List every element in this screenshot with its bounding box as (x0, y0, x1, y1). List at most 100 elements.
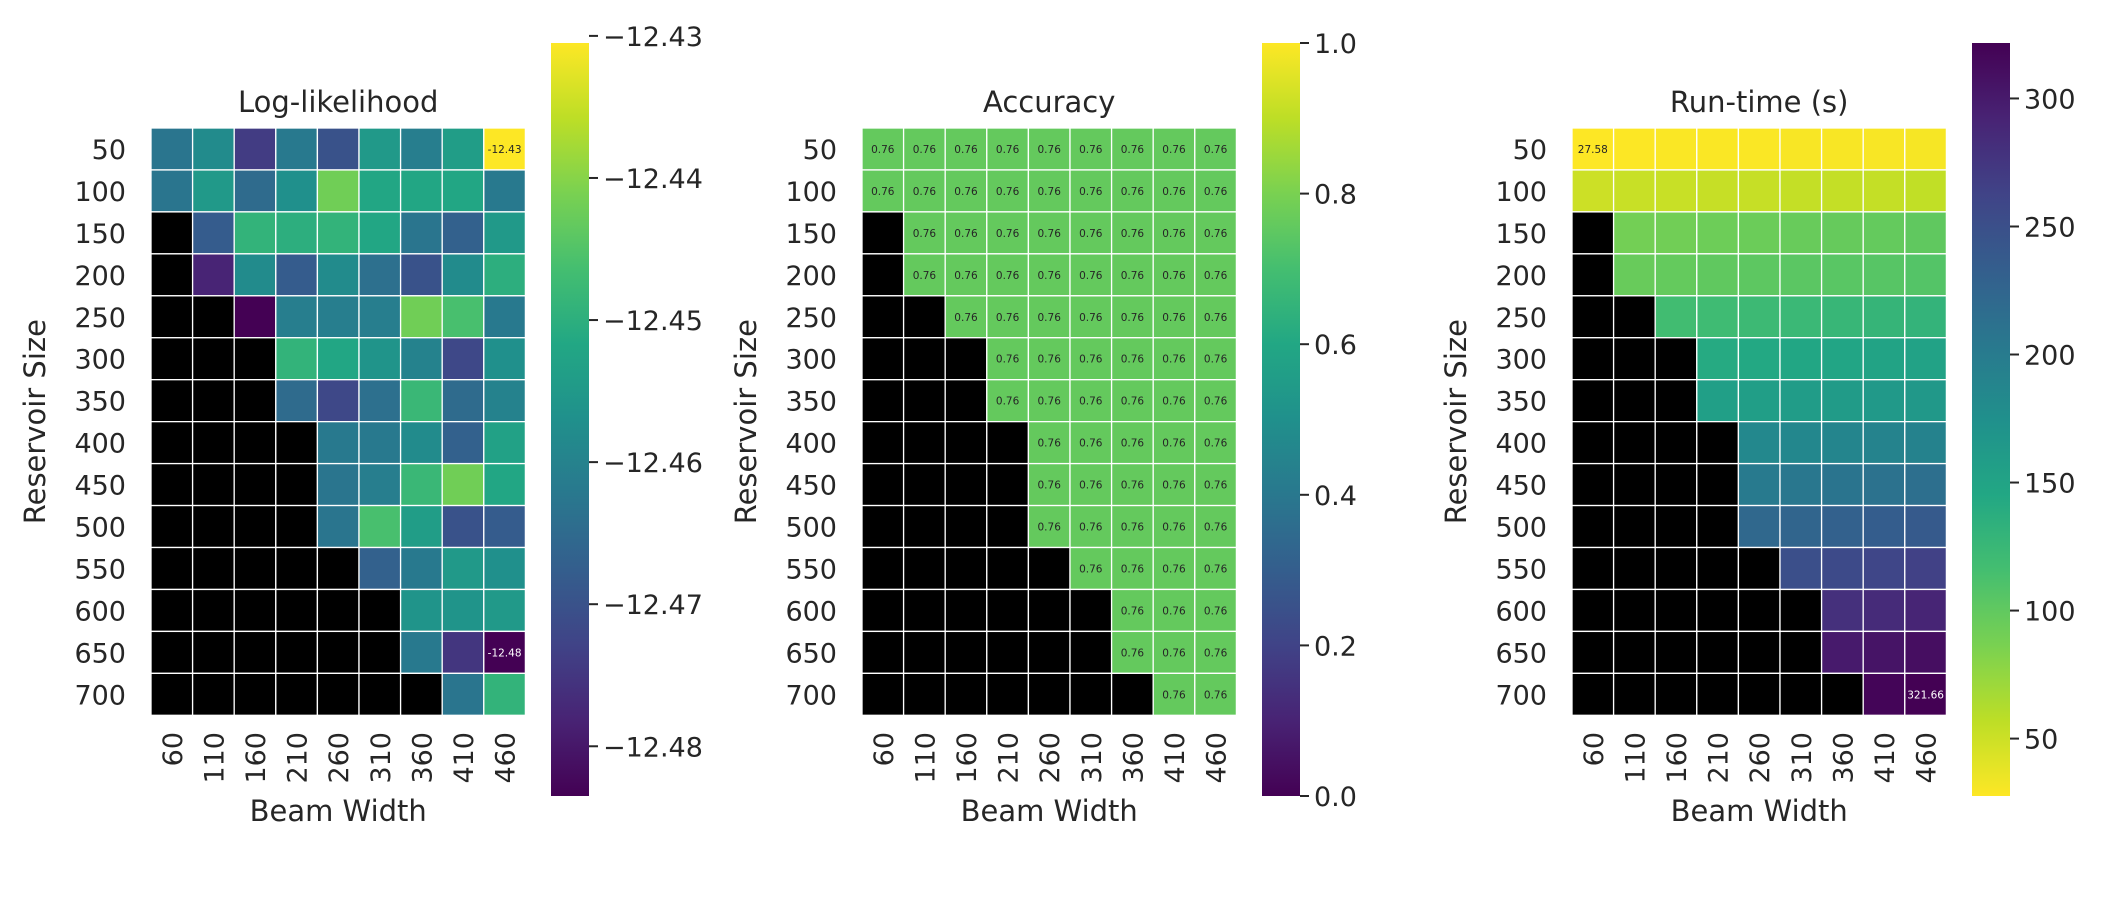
heatmap-cell (861, 337, 905, 381)
x-axis-label: Beam Width (1671, 794, 1848, 828)
heatmap-cell (1612, 253, 1656, 297)
heatmap-cell (944, 504, 988, 549)
heatmap-cell (1862, 504, 1906, 549)
x-tick-label: 110 (199, 732, 230, 784)
heatmap-cell (316, 420, 360, 465)
x-axis-label: Beam Width (961, 794, 1138, 828)
heatmap-cell (150, 211, 194, 255)
heatmap-cell (233, 211, 277, 255)
cell-label: 0.76 (1121, 228, 1145, 240)
heatmap-cell (150, 420, 194, 465)
heatmap-cell (191, 379, 235, 423)
heatmap-cell (441, 504, 485, 549)
heatmap-cell (1654, 630, 1698, 675)
heatmap-cell (233, 127, 277, 171)
x-tick-label: 210 (283, 732, 314, 784)
heatmap-cell (1904, 630, 1948, 675)
heatmap-cell (191, 546, 235, 591)
heatmap-cell (1696, 379, 1740, 423)
heatmap-cell (1069, 379, 1113, 423)
heatmap-cell (902, 295, 946, 339)
heatmap-cell (1194, 337, 1238, 381)
heatmap-cell (1737, 211, 1781, 255)
heatmap-cell (1779, 295, 1823, 339)
heatmap-cell (275, 462, 319, 507)
heatmap-cell (1862, 337, 1906, 381)
heatmap-cell (1779, 337, 1823, 381)
cell-label: 0.76 (1038, 312, 1062, 324)
y-tick-label: 600 (785, 596, 837, 627)
heatmap-cell (1737, 462, 1781, 507)
heatmap-cell (191, 504, 235, 549)
heatmap-cell (275, 127, 319, 171)
cell-label: 0.76 (1204, 228, 1228, 240)
heatmap-cell (1820, 420, 1864, 465)
heatmap-cell (441, 337, 485, 381)
y-tick-label: 50 (803, 135, 837, 166)
heatmap-cell (1027, 630, 1071, 675)
cell-label: 0.76 (1204, 186, 1228, 198)
heatmap-cell (1696, 630, 1740, 675)
cell-label: 0.76 (1038, 396, 1062, 408)
heatmap-cell (483, 253, 527, 297)
heatmap-cell (1737, 127, 1781, 171)
heatmap-cell (1696, 504, 1740, 549)
heatmap-cell (1194, 211, 1238, 255)
heatmap-cell (1862, 588, 1906, 633)
heatmap-cell (399, 420, 443, 465)
heatmap-cell (1654, 379, 1698, 423)
heatmap-cell (902, 546, 946, 591)
heatmap-cell (902, 588, 946, 633)
heatmap-panel-3: 27.58 321.66 Run-time (s) 50 100 150 200 250 300… (1439, 43, 2076, 828)
heatmap-cell (1737, 504, 1781, 549)
heatmap-cell (1152, 379, 1196, 423)
heatmap-cell (1027, 588, 1071, 633)
x-tick-label: 460 (1202, 732, 1233, 784)
x-tick-label: 110 (1620, 732, 1651, 784)
cell-label: 0.76 (1204, 438, 1228, 450)
heatmap-cell (399, 588, 443, 633)
heatmap-cell (1612, 169, 1656, 213)
heatmap-cell (944, 295, 988, 339)
heatmap-cell (483, 672, 527, 716)
heatmap-cell (1862, 630, 1906, 675)
y-tick-label: 500 (74, 513, 126, 544)
heatmap-cell (316, 672, 360, 716)
y-tick-label: 300 (74, 345, 126, 376)
heatmap-cell (191, 337, 235, 381)
heatmap-cell (986, 295, 1030, 339)
cell-label: 0.76 (1162, 144, 1186, 156)
heatmap-cell (1110, 295, 1154, 339)
heatmap-cell (358, 337, 402, 381)
heatmap-cell (902, 420, 946, 465)
heatmap-cell (986, 420, 1030, 465)
heatmap-cell (483, 295, 527, 339)
heatmap-cell (275, 379, 319, 423)
y-tick-label: 650 (1495, 638, 1547, 669)
heatmap-cell (1612, 379, 1656, 423)
heatmap-cell (1571, 295, 1615, 339)
cell-label: 0.76 (1079, 144, 1103, 156)
heatmap-cell (944, 127, 988, 171)
y-tick-label: 600 (1495, 596, 1547, 627)
heatmap-cell (399, 672, 443, 716)
heatmap-cell (986, 630, 1030, 675)
heatmap-cell (233, 253, 277, 297)
y-tick-label: 500 (785, 513, 837, 544)
cell-annotation: 321.66 (1907, 689, 1944, 701)
heatmap-cell (233, 504, 277, 549)
heatmap-cell (1654, 127, 1698, 171)
heatmap-cell (150, 504, 194, 549)
cell-label: 0.76 (1121, 144, 1145, 156)
x-tick-label: 260 (1745, 732, 1776, 784)
cell-label: 0.76 (1204, 522, 1228, 534)
heatmap-cell (441, 169, 485, 213)
heatmap-cell (1737, 630, 1781, 675)
cell-label: 0.76 (996, 270, 1020, 282)
heatmap-cell (1696, 211, 1740, 255)
cell-label: 0.76 (1162, 354, 1186, 366)
y-axis-label: Reservoir Size (1439, 319, 1473, 524)
y-tick-label: 500 (1495, 513, 1547, 544)
heatmap-cell (233, 672, 277, 716)
